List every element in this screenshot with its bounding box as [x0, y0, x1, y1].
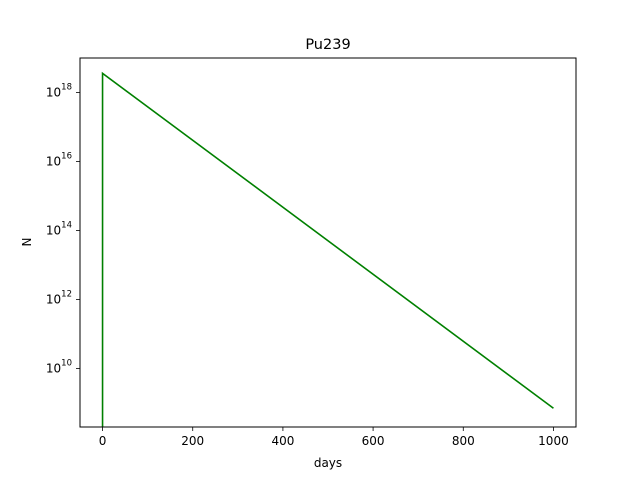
x-tick-label: 400	[271, 434, 294, 448]
plot-area	[101, 71, 554, 427]
series-line-0	[101, 71, 554, 427]
y-tick-label: 1014	[46, 220, 72, 237]
chart-title: Pu239	[305, 37, 350, 53]
x-tick-label: 600	[362, 434, 385, 448]
y-tick-label: 1016	[46, 151, 72, 168]
y-tick-label: 1010	[46, 358, 72, 375]
y-axis: 1010 1012 1014 1016 1018	[46, 82, 80, 375]
x-axis-label: days	[314, 456, 342, 470]
y-tick-label: 1018	[46, 82, 72, 99]
x-tick-label: 0	[99, 434, 107, 448]
x-axis: 0 200 400 600 800 1000	[99, 427, 569, 448]
x-tick-label: 1000	[538, 434, 569, 448]
y-axis-label: N	[20, 238, 34, 247]
axes-frame	[79, 57, 577, 428]
y-tick-label: 1012	[46, 289, 72, 306]
x-tick-label: 200	[181, 434, 204, 448]
x-tick-label: 800	[452, 434, 475, 448]
